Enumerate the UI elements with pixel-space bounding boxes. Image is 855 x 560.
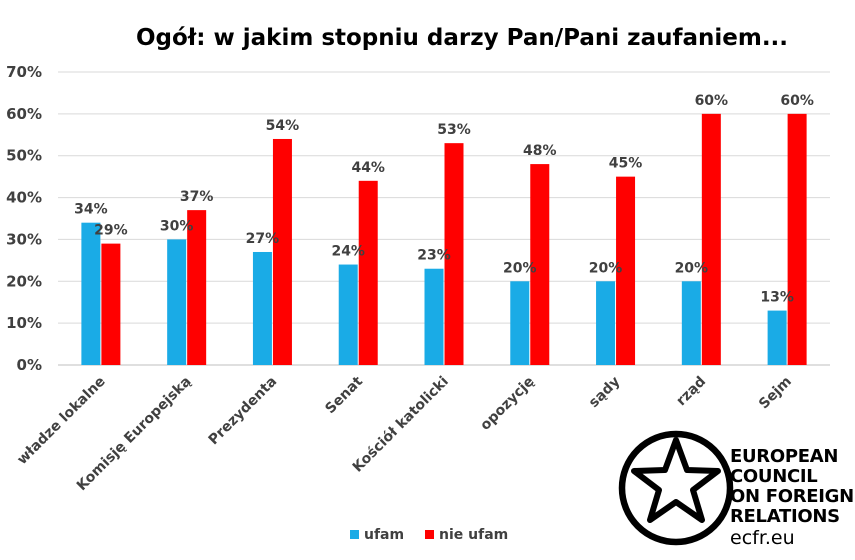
category-label: sądy [586, 374, 623, 411]
logo-line-3: ON FOREIGN [730, 486, 854, 507]
bar-ufam [767, 310, 787, 365]
bar-ufam [596, 281, 616, 365]
data-label: 44% [351, 160, 385, 176]
chart-title: Ogół: w jakim stopniu darzy Pan/Pani zau… [136, 25, 788, 51]
legend-swatch-nie-ufam [425, 530, 434, 539]
data-label: 60% [695, 93, 729, 109]
bar-nie-ufam [187, 210, 207, 365]
star-circle-icon [618, 430, 734, 546]
bar-nie-ufam [787, 113, 807, 365]
data-label: 20% [503, 260, 537, 276]
bar-ufam [338, 264, 358, 365]
bar-ufam [510, 281, 530, 365]
data-label: 23% [417, 248, 451, 264]
y-axis-ticks: 0% 10% 20% 30% 40% 50% 60% 70% [6, 63, 42, 374]
legend-label-nie-ufam: nie ufam [439, 527, 508, 543]
bar-nie-ufam [272, 138, 292, 365]
data-label: 13% [760, 290, 794, 306]
bar-ufam [681, 281, 701, 365]
bar-ufam [167, 239, 187, 365]
bar-ufam [81, 222, 101, 365]
y-tick-label: 0% [17, 356, 42, 374]
bar-ufam [252, 251, 272, 365]
y-tick-label: 60% [6, 105, 42, 123]
category-label: Sejm [756, 374, 795, 413]
y-tick-label: 10% [6, 314, 42, 332]
bar-nie-ufam [701, 113, 721, 365]
data-label: 20% [589, 260, 623, 276]
data-label: 53% [437, 122, 471, 138]
y-tick-label: 20% [6, 272, 42, 290]
y-tick-label: 70% [6, 63, 42, 81]
category-label: Kościół katolicki [350, 374, 452, 476]
legend-swatch-ufam [350, 530, 359, 539]
category-label: Senat [322, 373, 366, 417]
bar-ufam [424, 268, 444, 365]
data-label: 30% [160, 218, 194, 234]
grid-lines [58, 71, 830, 366]
data-label: 45% [609, 156, 643, 172]
data-labels: 34% 29% 30% 37% 27% 54% 24% 44% 23% 53% 20% 48% 20% 4… [74, 93, 814, 306]
data-label: 48% [523, 143, 557, 159]
bar-nie-ufam [444, 143, 464, 365]
data-label: 37% [180, 189, 214, 205]
data-label: 60% [780, 93, 814, 109]
logo-line-4: RELATIONS [730, 506, 840, 527]
data-label: 24% [331, 244, 365, 260]
legend-label-ufam: ufam [364, 527, 404, 543]
logo-url: ecfr.eu [730, 527, 795, 549]
logo-line-1: EUROPEAN [730, 446, 838, 467]
data-label: 34% [74, 202, 108, 218]
category-label: władze lokalne [14, 374, 108, 468]
ecfr-logo: EUROPEAN COUNCIL ON FOREIGN RELATIONS ec… [618, 430, 854, 549]
data-label: 20% [675, 260, 709, 276]
y-tick-label: 30% [6, 230, 42, 248]
category-label: opozycję [477, 374, 537, 434]
y-tick-label: 40% [6, 189, 42, 207]
category-label: Prezydenta [206, 374, 281, 449]
legend: ufam nie ufam [350, 527, 508, 543]
data-label: 54% [266, 118, 300, 134]
bars [81, 113, 807, 365]
bar-nie-ufam [101, 243, 121, 365]
category-label: rząd [673, 374, 709, 410]
data-label: 27% [246, 231, 280, 247]
y-tick-label: 50% [6, 147, 42, 165]
bar-nie-ufam [358, 180, 378, 365]
bar-nie-ufam [616, 176, 636, 365]
logo-line-2: COUNCIL [730, 466, 817, 487]
bar-nie-ufam [530, 164, 550, 365]
data-label: 29% [94, 223, 128, 239]
